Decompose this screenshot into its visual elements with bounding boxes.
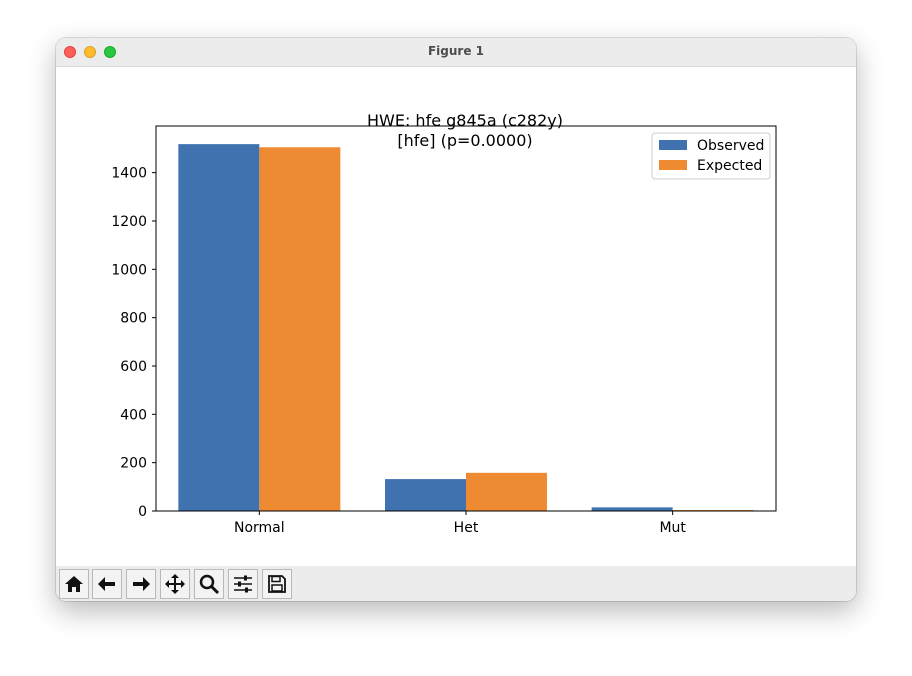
- minimize-window-button[interactable]: [84, 46, 96, 58]
- y-tick-label: 200: [120, 456, 147, 472]
- forward-icon: [133, 577, 150, 591]
- y-tick-label: 1400: [111, 166, 147, 182]
- configure-subplots-button[interactable]: [228, 569, 258, 599]
- legend-label-expected: Expected: [697, 158, 762, 174]
- title-bar[interactable]: Figure 1: [56, 38, 856, 67]
- plot-frame: [155, 125, 777, 512]
- bar-observed-mut: [591, 507, 673, 511]
- chart-title-line2: [hfe] (p=0.0000): [397, 131, 532, 150]
- x-tick-label: Het: [454, 520, 479, 536]
- bar-expected-het: [466, 472, 547, 511]
- y-tick-label: 1200: [111, 214, 147, 230]
- y-tick-label: 0: [138, 504, 147, 520]
- home-button[interactable]: [59, 569, 89, 599]
- window-title: Figure 1: [427, 44, 485, 58]
- navigation-toolbar: [56, 566, 856, 601]
- figure-canvas[interactable]: HWE: hfe g845a (c282y) [hfe] (p=0.0000) …: [56, 67, 856, 566]
- zoom-button[interactable]: [194, 569, 224, 599]
- bar-observed-het: [385, 479, 466, 511]
- save-icon: [268, 575, 286, 593]
- y-tick-label: 800: [120, 311, 147, 327]
- figure-window: Figure 1 HWE: hfe g845a (c282y) [hfe] (p…: [56, 38, 856, 601]
- y-tick-label: 1000: [111, 262, 147, 278]
- legend-swatch-observed: [659, 140, 687, 150]
- axes-group: Normal Het Mut 0 200 400 600 800 1000 1200 1400: [111, 125, 777, 536]
- pan-button[interactable]: [160, 569, 190, 599]
- x-tick-label: Mut: [659, 520, 686, 536]
- bar-observed-normal: [178, 144, 260, 512]
- bar-chart: HWE: hfe g845a (c282y) [hfe] (p=0.0000) …: [111, 111, 777, 536]
- forward-button[interactable]: [126, 569, 156, 599]
- save-button[interactable]: [262, 569, 292, 599]
- legend-label-observed: Observed: [697, 138, 764, 154]
- back-button[interactable]: [92, 569, 122, 599]
- home-icon: [65, 576, 83, 592]
- chart-title-line1: HWE: hfe g845a (c282y): [367, 111, 563, 130]
- pan-icon: [165, 574, 185, 594]
- maximize-window-button[interactable]: [104, 46, 116, 58]
- y-tick-label: 600: [120, 359, 147, 375]
- configure-subplots-icon: [234, 575, 252, 593]
- x-tick-label: Normal: [234, 520, 285, 536]
- legend-swatch-expected: [659, 160, 687, 170]
- back-icon: [98, 577, 115, 591]
- y-tick-label: 400: [120, 407, 147, 423]
- legend: Observed Expected: [651, 132, 771, 180]
- bar-expected-normal: [259, 147, 341, 511]
- zoom-icon: [199, 574, 220, 595]
- bars-group: [178, 144, 754, 512]
- close-window-button[interactable]: [64, 46, 76, 58]
